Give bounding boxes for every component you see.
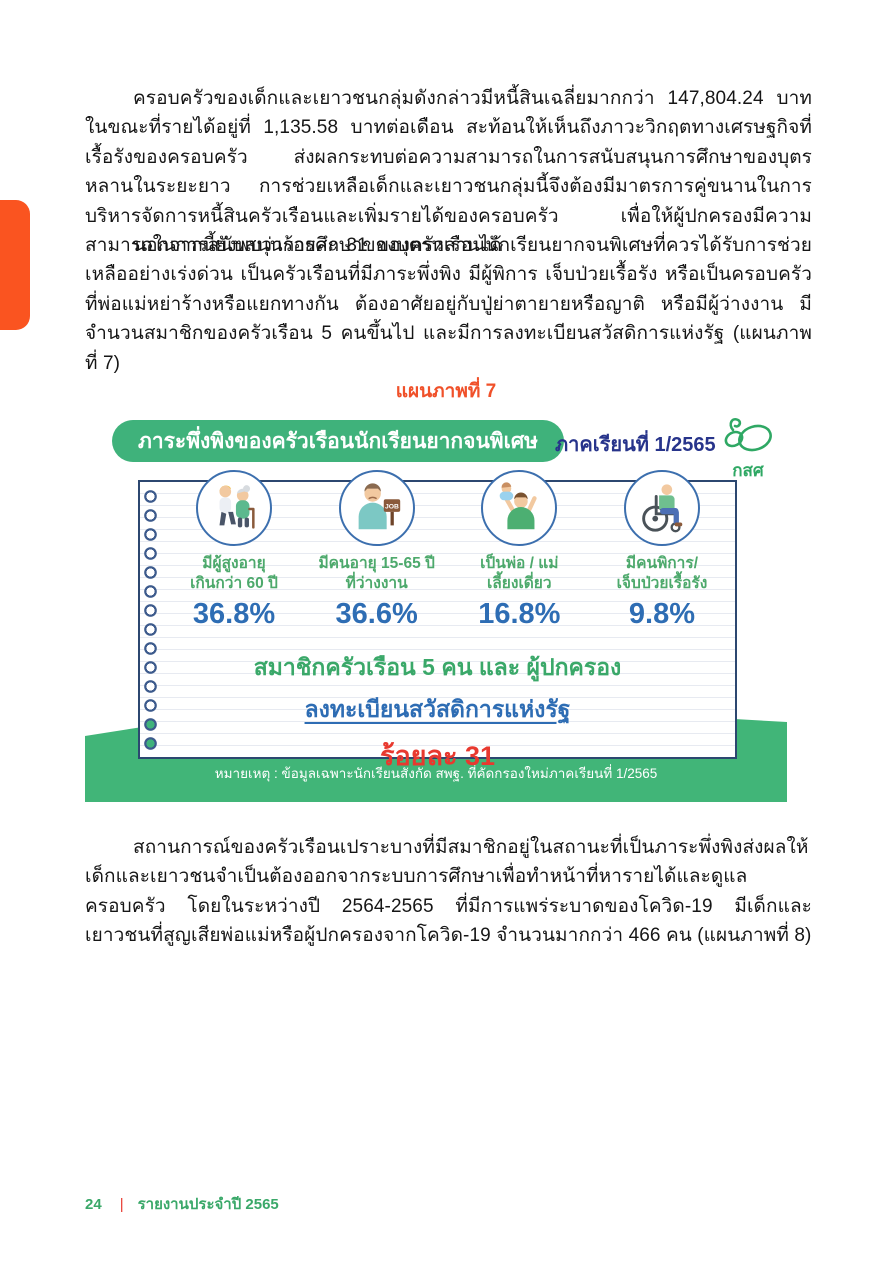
stat-circle <box>481 470 558 546</box>
stat-single-parent: เป็นพ่อ / แม่ เลี้ยงเดี่ยว 16.8% <box>453 470 585 631</box>
single-parent-icon <box>499 482 537 530</box>
stat-label-line1: มีคนพิการ/ <box>625 555 699 572</box>
stat-label: มีผู้สูงอายุ เกินกว่า 60 ปี <box>190 554 278 594</box>
stat-value: 16.8% <box>478 598 561 631</box>
stat-label-line2: เกินกว่า 60 ปี <box>190 575 278 593</box>
paragraph-covid: สถานการณ์ของครัวเรือนเปราะบางที่มีสมาชิก… <box>85 833 812 951</box>
elderly-icon <box>219 485 255 529</box>
stat-value: 9.8% <box>628 598 696 631</box>
stat-label-line2: ที่ว่างงาน <box>345 575 408 593</box>
paragraph-covid-text: สถานการณ์ของครัวเรือนเปราะบางที่มีสมาชิก… <box>85 837 812 947</box>
figure-7-infographic: หมายเหตุ : ข้อมูลเฉพาะนักเรียนสังกัด สพฐ… <box>85 410 807 802</box>
figure-header: ภาระพึ่งพิงของครัวเรือนนักเรียนยากจนพิเศ… <box>85 418 807 480</box>
footer-separator: | <box>119 1195 124 1213</box>
stat-value: 36.8% <box>192 598 276 631</box>
stat-label: มีคนอายุ 15-65 ปี ที่ว่างงาน <box>318 554 434 594</box>
figure-term: ภาคเรียนที่ 1/2565 <box>555 434 716 456</box>
stat-label-line1: มีผู้สูงอายุ <box>202 555 266 572</box>
stat-circle: JOB <box>338 470 415 546</box>
stat-label-line1: มีคนอายุ 15-65 ปี <box>318 555 435 572</box>
stat-label-line2: เจ็บป่วยเรื้อรัง <box>616 575 708 593</box>
stat-elderly: มีผู้สูงอายุ เกินกว่า 60 ปี 36.8% <box>168 470 300 631</box>
stat-label: เป็นพ่อ / แม่ เลี้ยงเดี่ยว <box>480 554 558 594</box>
eef-logo-text: กสศ <box>732 461 764 480</box>
summary-members: สมาชิกครัวเรือน 5 คน และ ผู้ปกครอง <box>253 654 622 680</box>
page-number: 24 <box>85 1195 102 1213</box>
figure-title: ภาระพึ่งพิงของครัวเรือนนักเรียนยากจนพิเศ… <box>138 429 539 453</box>
stat-label-line1: เป็นพ่อ / แม่ <box>480 555 559 572</box>
summary-welfare-registration: ลงทะเบียนสวัสดิการแห่งรัฐ <box>304 696 571 722</box>
figure-summary: สมาชิกครัวเรือน 5 คน และ ผู้ปกครอง ลงทะเ… <box>140 650 735 777</box>
stat-circle <box>623 470 700 546</box>
summary-percentage: ร้อยละ 31 <box>379 741 496 771</box>
stat-label-line2: เลี้ยงเดี่ยว <box>487 575 552 593</box>
figure-caption: แผนภาพที่ 7 <box>395 381 497 402</box>
figure-note: หมายเหตุ : ข้อมูลเฉพาะนักเรียนสังกัด สพฐ… <box>214 766 658 781</box>
footer-report-title: รายงานประจำปี 2565 <box>137 1196 279 1213</box>
stat-label: มีคนพิการ/ เจ็บป่วยเรื้อรัง <box>617 554 708 594</box>
paragraph-debt-text: ครอบครัวของเด็กและเยาวชนกลุ่มดังกล่าวมีห… <box>85 88 812 257</box>
paragraph-dependency: นอกจากนี้ยังพบว่าร้อยละ 31 ของครัวเรือนน… <box>85 231 812 378</box>
stats-row: มีผู้สูงอายุ เกินกว่า 60 ปี 36.8% J <box>168 470 728 631</box>
chapter-side-tab <box>0 200 30 330</box>
stat-circle <box>196 470 272 546</box>
stat-value: 36.6% <box>335 598 418 631</box>
paragraph-debt: ครอบครัวของเด็กและเยาวชนกลุ่มดังกล่าวมีห… <box>85 84 812 260</box>
unemployed-icon: JOB <box>358 483 400 530</box>
notebook-paper: มีผู้สูงอายุ เกินกว่า 60 ปี 36.8% J <box>138 470 737 771</box>
figure-title-pill: ภาระพึ่งพิงของครัวเรือนนักเรียนยากจนพิเศ… <box>112 420 565 462</box>
page-footer: 24 | รายงานประจำปี 2565 <box>85 1192 279 1216</box>
paragraph-dependency-text: นอกจากนี้ยังพบว่าร้อยละ 31 ของครัวเรือนน… <box>85 235 812 374</box>
eef-logo-icon <box>724 418 772 452</box>
eef-logo: กสศ <box>717 412 779 484</box>
binder-holes-green <box>144 718 157 756</box>
binder-holes <box>144 490 157 718</box>
disabled-icon <box>642 484 683 533</box>
stat-disabled: มีคนพิการ/ เจ็บป่วยเรื้อรัง 9.8% <box>596 470 728 631</box>
job-sign-text: JOB <box>385 503 399 510</box>
stat-unemployed: JOB มีคนอายุ 15-65 ปี ที่ว่างงาน 36.6% <box>311 470 443 631</box>
